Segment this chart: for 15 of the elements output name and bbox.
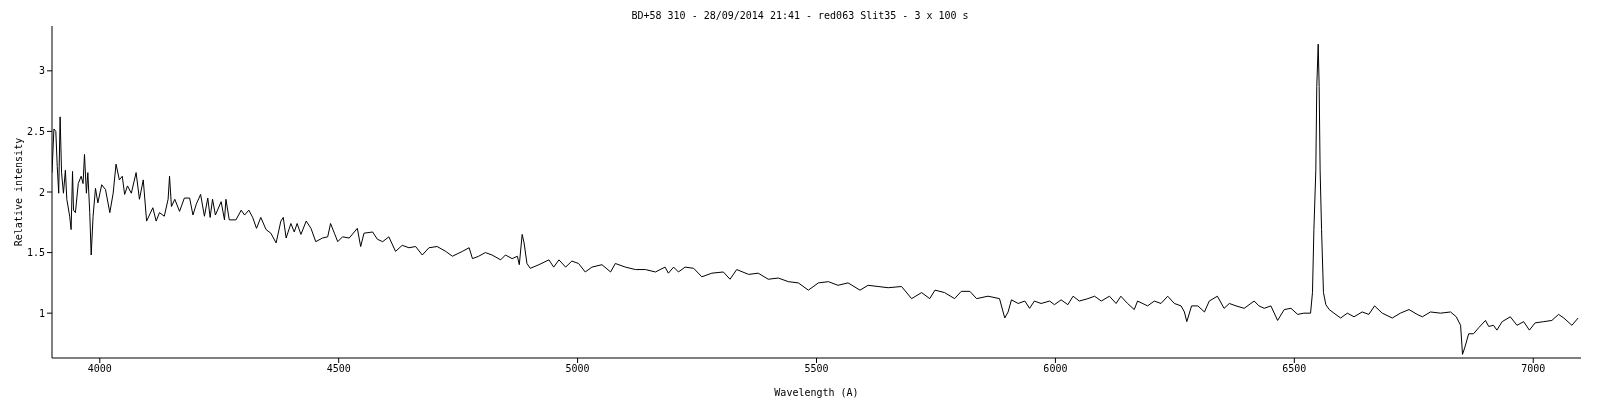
x-tick-label: 4500 <box>326 363 351 375</box>
x-tick-label: 4000 <box>87 363 112 375</box>
chart-title: BD+58 310 - 28/09/2014 21:41 - red063 Slit35 - 3 x 100 s <box>630 10 970 21</box>
y-tick-label: 2 <box>38 186 45 198</box>
x-axis-title: Wavelength (A) <box>774 387 859 398</box>
x-tick-label: 6500 <box>1282 363 1307 375</box>
x-tick-label: 6000 <box>1043 363 1068 375</box>
y-tick-label: 3 <box>38 65 45 77</box>
y-axis-title: Relative intensity <box>12 137 24 247</box>
x-tick-label: 7000 <box>1521 363 1546 375</box>
x-tick-label: 5000 <box>565 363 590 375</box>
y-tick-label: 1.5 <box>26 247 45 259</box>
x-tick-label: 5500 <box>804 363 829 375</box>
y-tick-label: 2.5 <box>26 125 45 137</box>
y-tick-label: 1 <box>38 307 45 319</box>
